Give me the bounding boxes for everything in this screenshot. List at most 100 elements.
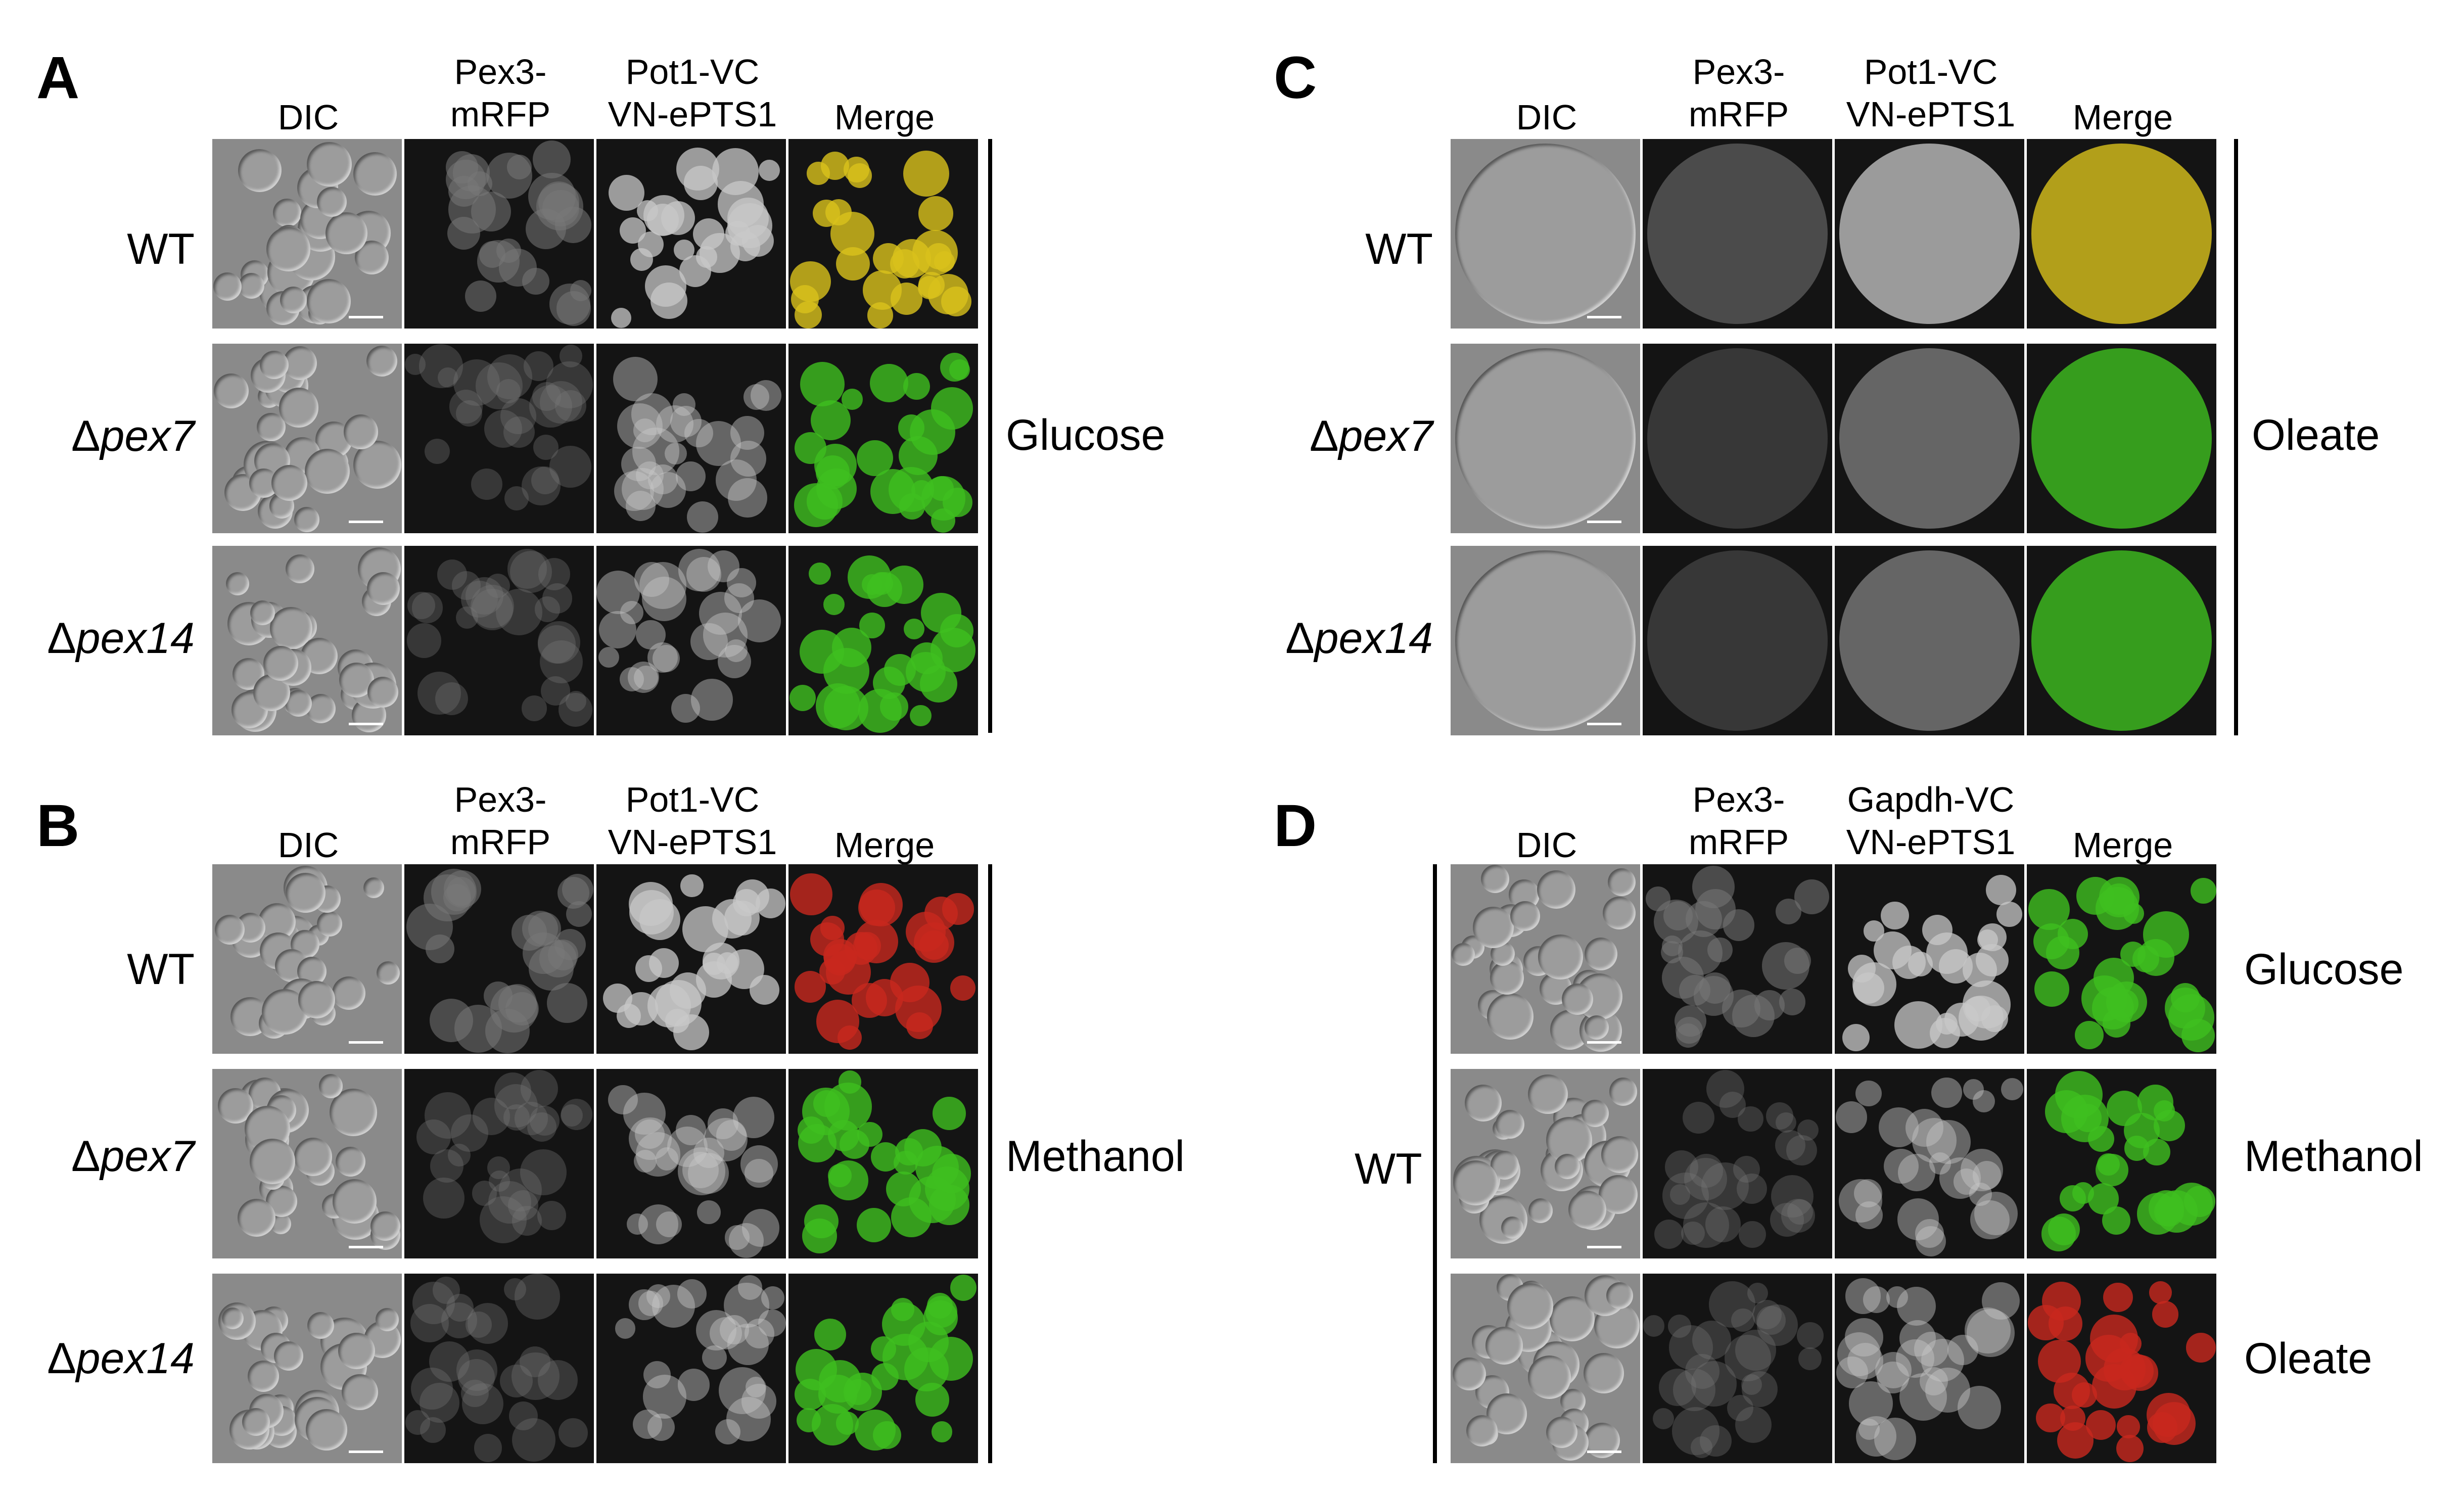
cell	[727, 478, 767, 518]
cell	[487, 354, 532, 399]
cell	[537, 1201, 567, 1231]
cell	[638, 1204, 679, 1244]
cell	[317, 187, 347, 217]
dic-image	[1451, 1069, 1640, 1258]
cell	[1739, 1221, 1766, 1248]
cell	[509, 1401, 538, 1431]
cell	[1741, 1374, 1762, 1395]
cell	[682, 1151, 719, 1188]
cell	[1528, 1074, 1568, 1114]
cell	[520, 1069, 558, 1107]
condition-label-glucose: Glucose	[2244, 945, 2404, 994]
cell	[676, 1115, 707, 1146]
cell	[500, 398, 536, 434]
cell	[538, 625, 576, 664]
cell	[540, 381, 583, 424]
cell	[263, 646, 299, 681]
cell	[2048, 1213, 2080, 1246]
cell	[417, 671, 461, 715]
cell	[1725, 1334, 1772, 1382]
cell	[614, 471, 654, 511]
cell	[527, 1112, 557, 1142]
cell	[410, 1304, 449, 1342]
cell	[1916, 1226, 1946, 1256]
cell	[1985, 874, 2016, 905]
cell	[286, 873, 326, 913]
cell	[448, 175, 480, 207]
cell	[890, 283, 923, 315]
cell	[1510, 901, 1541, 931]
cell	[885, 566, 923, 604]
bracket-line	[988, 139, 992, 733]
cell	[250, 600, 275, 626]
cell	[895, 985, 942, 1032]
cell	[639, 562, 686, 609]
cell	[472, 588, 514, 630]
cell	[648, 464, 678, 494]
cell	[690, 623, 728, 661]
cell	[338, 1332, 375, 1370]
row-label-wt: WT	[1365, 225, 1433, 273]
cell	[222, 1307, 244, 1329]
cell	[2088, 1126, 2114, 1152]
cell	[634, 1149, 657, 1173]
bifc-channel-image	[1835, 1069, 2024, 1258]
cell	[652, 644, 680, 673]
cell	[750, 975, 780, 1005]
cell	[830, 211, 875, 256]
cell	[534, 596, 561, 622]
cell	[1839, 550, 2020, 731]
cell	[1495, 1110, 1524, 1139]
cell	[1679, 974, 1710, 1006]
cell	[1455, 144, 1636, 324]
row-label-pex14: Δpex14	[1285, 614, 1433, 663]
cell	[458, 1359, 495, 1396]
cell	[242, 1408, 270, 1436]
cell	[424, 1092, 472, 1139]
cell	[1839, 348, 2020, 529]
cell	[1722, 989, 1760, 1028]
cell	[1921, 1339, 1964, 1382]
cell	[724, 583, 755, 614]
scale-bar	[1587, 1451, 1621, 1453]
red-channel-image	[1643, 1069, 1832, 1258]
cell	[615, 1318, 636, 1339]
bifc-channel-image	[1835, 546, 2024, 735]
cell	[1858, 1418, 1880, 1440]
cell	[869, 363, 908, 403]
cell	[696, 1310, 737, 1351]
cell	[215, 915, 245, 945]
cell	[467, 1303, 508, 1344]
cell	[724, 1282, 769, 1328]
cell	[499, 1168, 542, 1211]
cell	[824, 944, 856, 976]
cell	[1915, 1219, 1944, 1248]
cell	[1555, 1153, 1580, 1180]
cell	[2059, 1185, 2086, 1211]
cell	[479, 1196, 527, 1243]
red-channel-image	[1643, 864, 1832, 1054]
cell	[1528, 1198, 1553, 1223]
cell	[720, 1315, 749, 1344]
red-channel-image	[404, 864, 594, 1054]
cell	[1874, 931, 1912, 970]
cell	[682, 906, 728, 952]
cell	[684, 418, 714, 448]
cell	[238, 149, 281, 193]
cell	[1480, 864, 1509, 894]
cell	[730, 441, 766, 477]
dic-image	[212, 546, 402, 735]
merge-image	[2027, 344, 2216, 533]
cell	[616, 1003, 641, 1028]
cell	[931, 1421, 953, 1443]
cell	[1884, 1148, 1919, 1184]
cell	[1897, 1286, 1936, 1326]
strain-label-wt: WT	[1355, 1145, 1422, 1193]
cell	[867, 302, 894, 329]
cell	[697, 1200, 721, 1224]
cell	[835, 1412, 859, 1435]
cell	[449, 390, 483, 424]
cell	[557, 876, 590, 909]
cell	[1653, 1408, 1675, 1429]
cell	[724, 639, 748, 663]
